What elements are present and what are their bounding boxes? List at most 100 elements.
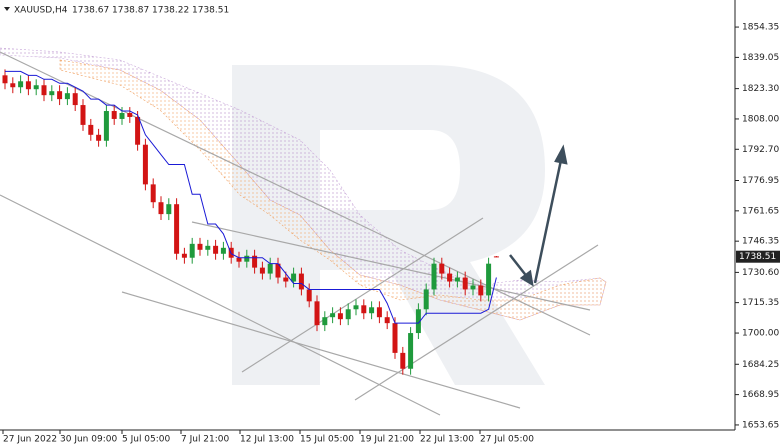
last-low: 1738.22 xyxy=(152,6,189,16)
candle-body xyxy=(431,263,437,290)
ichimoku-cloud xyxy=(59,59,607,321)
y-tick-label: 1854.35 xyxy=(742,23,779,33)
candle-body xyxy=(127,113,133,117)
candle-body xyxy=(314,301,320,326)
y-tick-label: 1808.00 xyxy=(742,114,779,124)
kijun-line xyxy=(5,70,497,324)
candle-body xyxy=(361,305,367,314)
y-tick-label: 1653.65 xyxy=(742,420,779,430)
candle-body xyxy=(135,116,141,145)
candle-body xyxy=(283,277,289,282)
x-tick-label: 27 Jul 05:00 xyxy=(480,435,534,445)
forecast-arrow xyxy=(509,254,529,279)
candle-body xyxy=(486,263,492,296)
candle-body xyxy=(384,317,390,324)
candle-body xyxy=(158,202,164,215)
y-tick-label: 1792.70 xyxy=(742,145,779,155)
candle-body xyxy=(213,245,219,254)
candle-body xyxy=(447,273,453,282)
arrow-head xyxy=(519,269,534,287)
candle-body xyxy=(205,245,211,250)
candle-body xyxy=(189,243,195,258)
candle-body xyxy=(478,285,484,296)
candle-body xyxy=(369,307,375,314)
y-tick-label: 1668.95 xyxy=(742,390,779,400)
price-label: 1738.51 xyxy=(739,252,776,262)
y-tick-label: 1746.35 xyxy=(742,237,779,247)
candle-body xyxy=(181,253,187,258)
candle-body xyxy=(439,263,445,274)
forecast-arrow xyxy=(533,159,563,284)
trendline xyxy=(241,217,484,373)
y-tick-label: 1715.35 xyxy=(742,298,779,308)
candle-body xyxy=(119,113,125,119)
candle-body xyxy=(236,257,242,262)
candle-body xyxy=(454,277,460,282)
candle-body xyxy=(150,184,156,203)
candle-body xyxy=(220,247,226,254)
symbol: XAUUSD,H4 xyxy=(14,6,68,16)
candle-body xyxy=(49,91,55,96)
y-tick-label: 1730.60 xyxy=(742,268,779,278)
candle-body xyxy=(10,83,16,88)
candle-body xyxy=(415,309,421,334)
candle-body xyxy=(33,85,39,90)
x-tick-label: 5 Jul 05:00 xyxy=(122,435,171,445)
ichimoku-cloud xyxy=(0,47,607,321)
candle-body xyxy=(64,93,70,100)
candle-body xyxy=(298,273,304,290)
x-tick-label: 12 Jul 13:00 xyxy=(240,435,294,445)
y-tick-label: 1700.00 xyxy=(742,329,779,339)
header: XAUUSD,H4 1738.67 1738.87 1738.22 1738.5… xyxy=(4,6,229,16)
candle-body xyxy=(142,144,148,185)
x-tick-label: 15 Jul 05:00 xyxy=(300,435,354,445)
candle-body xyxy=(322,317,328,326)
x-tick-label: 19 Jul 21:00 xyxy=(360,435,414,445)
candle-body xyxy=(88,124,94,135)
candle-body xyxy=(72,93,78,106)
candle-body xyxy=(306,289,312,302)
candle-body xyxy=(408,333,414,369)
trendline xyxy=(0,194,441,416)
x-tick-label: 30 Jun 09:00 xyxy=(60,435,117,445)
candle-body xyxy=(197,243,203,250)
x-tick-label: 27 Jun 2022 xyxy=(3,435,57,445)
candle-body xyxy=(337,313,343,320)
y-tick-label: 1761.65 xyxy=(742,206,779,216)
candle-body xyxy=(353,305,359,310)
candle-body xyxy=(470,285,476,290)
trendline xyxy=(191,221,591,311)
candle-body xyxy=(80,105,86,125)
trendline xyxy=(121,291,521,409)
candle-body xyxy=(252,255,258,268)
last-high: 1738.87 xyxy=(112,6,149,16)
arrow-head xyxy=(554,144,568,165)
candle-body xyxy=(462,277,468,290)
candle-body xyxy=(267,263,273,274)
candle-body xyxy=(376,307,382,318)
candle-body xyxy=(275,263,281,278)
menu-triangle xyxy=(4,7,10,11)
candle-body xyxy=(25,81,31,90)
price-box xyxy=(736,250,780,263)
last-open: 1738.67 xyxy=(72,6,109,16)
candle-body xyxy=(244,255,250,262)
y-tick-label: 1839.05 xyxy=(742,53,779,63)
y-tick-label: 1823.30 xyxy=(742,84,779,94)
candle-body xyxy=(166,204,172,215)
candle-body xyxy=(400,352,406,369)
candle-body xyxy=(345,309,351,320)
last-close: 1738.51 xyxy=(192,6,229,16)
candle-body xyxy=(96,134,102,141)
candle-body xyxy=(392,323,398,353)
trendline xyxy=(354,244,599,401)
y-tick-label: 1684.25 xyxy=(742,360,779,370)
candle-body xyxy=(18,81,24,88)
x-tick-label: 7 Jul 21:00 xyxy=(181,435,230,445)
candle-body xyxy=(291,273,297,282)
candle-body xyxy=(259,267,265,274)
candle-body xyxy=(330,313,336,318)
y-tick-label: 1776.95 xyxy=(742,176,779,186)
x-tick-label: 22 Jul 13:00 xyxy=(420,435,474,445)
